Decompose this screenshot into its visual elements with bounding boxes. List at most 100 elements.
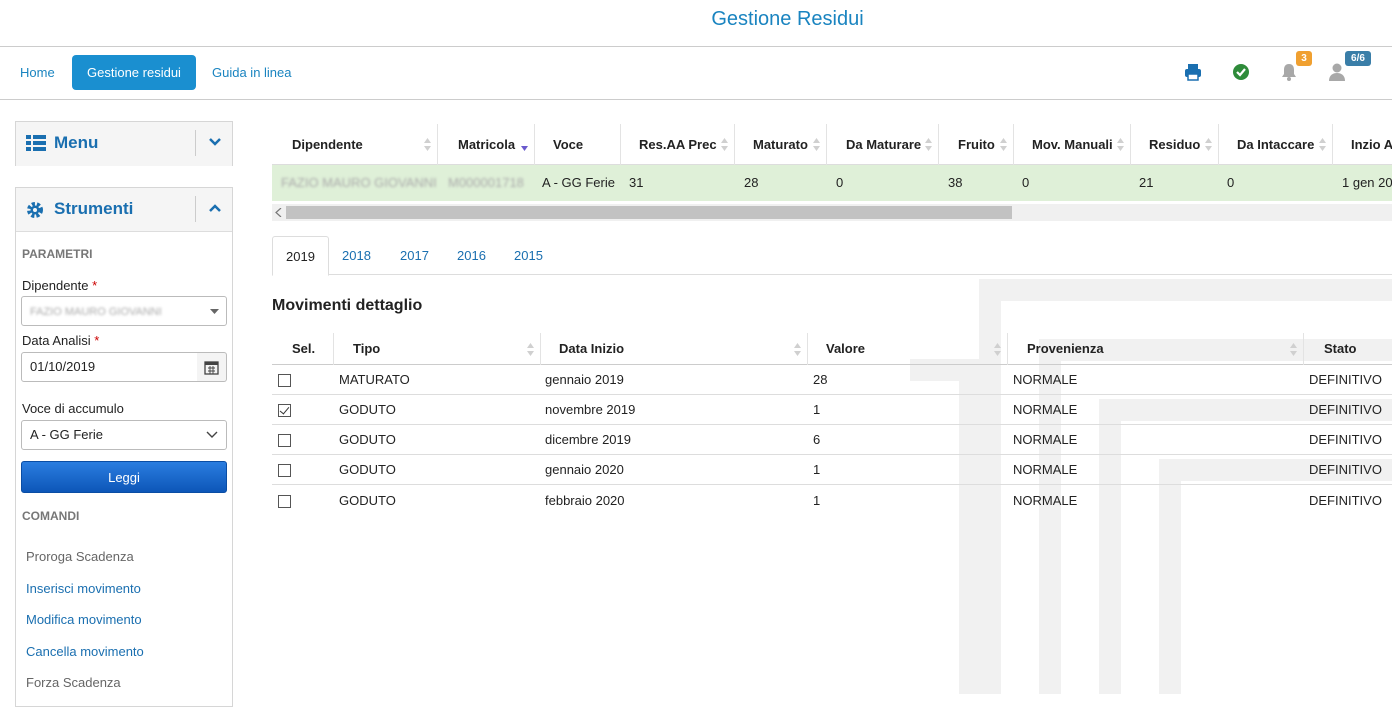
cell-voce: A - GG Ferie — [542, 175, 615, 190]
header-tipo[interactable]: Tipo — [334, 333, 541, 365]
sort-icon — [994, 343, 1001, 356]
chevron-up-icon[interactable] — [208, 202, 222, 214]
table-row[interactable]: GODUTO gennaio 2020 1 NORMALE DEFINITIVO — [272, 455, 1392, 485]
data-analisi-input[interactable]: 01/10/2019 — [21, 352, 198, 382]
horizontal-scrollbar[interactable] — [272, 204, 1392, 221]
print-icon[interactable] — [1183, 62, 1203, 82]
cell-mov-manuali: 0 — [1022, 175, 1030, 190]
tab-2015[interactable]: 2015 — [514, 248, 543, 263]
cell-tipo: GODUTO — [339, 462, 396, 477]
header-sel[interactable]: Sel. — [272, 333, 334, 365]
header-voce[interactable]: Voce — [535, 124, 621, 165]
nav-gestione-residui[interactable]: Gestione residui — [72, 55, 196, 90]
modifica-movimento-command[interactable]: Modifica movimento — [26, 612, 142, 627]
data-analisi-label: Data Analisi * — [22, 333, 100, 348]
row-checkbox[interactable] — [278, 374, 291, 387]
cell-inizio: 1 gen 20 — [1342, 175, 1392, 190]
summary-header: Dipendente Matricola Voce Res.AA Prec Ma… — [272, 124, 1392, 165]
bell-icon[interactable] — [1279, 62, 1299, 82]
calendar-button[interactable] — [197, 352, 227, 382]
forza-scadenza-command[interactable]: Forza Scadenza — [26, 675, 121, 690]
leggi-button[interactable]: Leggi — [21, 461, 227, 493]
cell-data-inizio: novembre 2019 — [545, 402, 636, 417]
header-da-intaccare[interactable]: Da Intaccare — [1219, 124, 1333, 165]
sort-icon — [1000, 138, 1007, 151]
tab-2019[interactable]: 2019 — [272, 236, 329, 276]
proroga-scadenza-command[interactable]: Proroga Scadenza — [26, 549, 134, 564]
voce-select[interactable]: A - GG Ferie — [21, 420, 227, 450]
sort-desc-icon — [521, 146, 528, 151]
tab-2018[interactable]: 2018 — [342, 248, 371, 263]
header-residuo[interactable]: Residuo — [1131, 124, 1219, 165]
scroll-left-icon[interactable] — [275, 208, 282, 217]
cell-res-aa-prec: 31 — [629, 175, 644, 190]
cell-valore: 1 — [813, 493, 821, 508]
header-fruito[interactable]: Fruito — [939, 124, 1014, 165]
voce-value: A - GG Ferie — [30, 427, 103, 442]
strumenti-panel-header[interactable]: Strumenti — [16, 188, 232, 232]
cell-valore: 1 — [813, 462, 821, 477]
cell-maturato: 28 — [744, 175, 759, 190]
header-mov-manuali[interactable]: Mov. Manuali — [1014, 124, 1131, 165]
strumenti-panel: Strumenti PARAMETRI Dipendente * FAZIO M… — [15, 187, 233, 707]
cell-valore: 28 — [813, 372, 828, 387]
menu-panel-header[interactable]: Menu — [16, 122, 232, 166]
cell-dipendente: FAZIO MAURO GIOVANNI — [281, 175, 437, 190]
title-bar: Gestione Residui — [0, 0, 1392, 47]
nav-home[interactable]: Home — [20, 65, 55, 80]
detail-header: Sel. Tipo Data Inizio Valore Provenienza… — [272, 333, 1392, 365]
cell-data-inizio: gennaio 2019 — [545, 372, 624, 387]
menu-panel: Menu — [15, 121, 233, 166]
cell-tipo: GODUTO — [339, 402, 396, 417]
header-dipendente[interactable]: Dipendente — [272, 124, 438, 165]
dropdown-arrow-icon — [210, 309, 219, 314]
parametri-section-title: PARAMETRI — [22, 247, 93, 261]
tab-2016[interactable]: 2016 — [457, 248, 486, 263]
check-circle-icon[interactable] — [1231, 62, 1251, 82]
cell-data-inizio: gennaio 2020 — [545, 462, 624, 477]
row-checkbox[interactable] — [278, 464, 291, 477]
header-da-maturare[interactable]: Da Maturare — [827, 124, 939, 165]
list-icon — [26, 135, 46, 151]
header-data-inizio[interactable]: Data Inizio — [541, 333, 808, 365]
user-icon[interactable] — [1327, 62, 1347, 82]
cell-provenienza: NORMALE — [1013, 372, 1078, 387]
sort-icon — [925, 138, 932, 151]
cell-provenienza: NORMALE — [1013, 462, 1078, 477]
dipendente-select[interactable]: FAZIO MAURO GIOVANNI — [21, 296, 227, 326]
cell-stato: DEFINITIVO — [1309, 402, 1382, 417]
inserisci-movimento-command[interactable]: Inserisci movimento — [26, 581, 141, 596]
summary-table: Dipendente Matricola Voce Res.AA Prec Ma… — [272, 124, 1392, 221]
scrollbar-thumb[interactable] — [286, 206, 1012, 219]
cell-stato: DEFINITIVO — [1309, 462, 1382, 477]
row-checkbox[interactable] — [278, 434, 291, 447]
chevron-down-icon[interactable] — [208, 136, 222, 148]
sort-icon — [1205, 138, 1212, 151]
cell-valore: 1 — [813, 402, 821, 417]
table-row[interactable]: MATURATO gennaio 2019 28 NORMALE DEFINIT… — [272, 365, 1392, 395]
header-maturato[interactable]: Maturato — [735, 124, 827, 165]
cell-data-inizio: febbraio 2020 — [545, 493, 625, 508]
comandi-section-title: COMANDI — [22, 509, 80, 523]
nav-guida-in-linea[interactable]: Guida in linea — [212, 65, 292, 80]
header-matricola[interactable]: Matricola — [438, 124, 535, 165]
row-checkbox[interactable] — [278, 495, 291, 508]
cell-da-intaccare: 0 — [1227, 175, 1235, 190]
table-row[interactable]: GODUTO dicembre 2019 6 NORMALE DEFINITIV… — [272, 425, 1392, 455]
summary-row[interactable]: FAZIO MAURO GIOVANNI M000001718 A - GG F… — [272, 165, 1392, 201]
header-stato[interactable]: Stato — [1324, 341, 1357, 356]
cell-fruito: 38 — [948, 175, 963, 190]
header-valore[interactable]: Valore — [808, 333, 1008, 365]
voce-label: Voce di accumulo — [22, 401, 124, 416]
table-row[interactable]: GODUTO novembre 2019 1 NORMALE DEFINITIV… — [272, 395, 1392, 425]
header-res-aa-prec[interactable]: Res.AA Prec — [621, 124, 735, 165]
menu-title: Menu — [54, 133, 99, 152]
tab-2017[interactable]: 2017 — [400, 248, 429, 263]
header-provenienza[interactable]: Provenienza — [1008, 333, 1304, 365]
header-inizio[interactable]: Inzio A — [1351, 137, 1392, 152]
table-row[interactable]: GODUTO febbraio 2020 1 NORMALE DEFINITIV… — [272, 486, 1392, 516]
cancella-movimento-command[interactable]: Cancella movimento — [26, 644, 144, 659]
sort-icon — [794, 343, 801, 356]
row-checkbox[interactable] — [278, 404, 291, 417]
page-title: Gestione Residui — [711, 8, 864, 30]
